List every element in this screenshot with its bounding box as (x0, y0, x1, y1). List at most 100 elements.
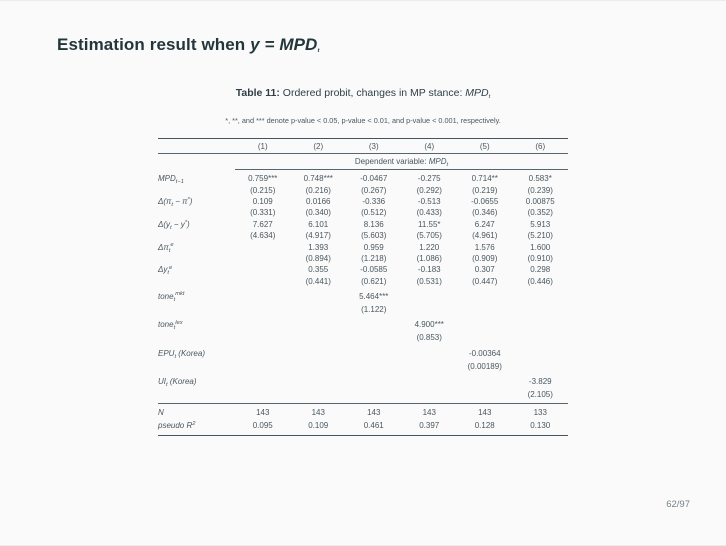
table-caption-text: Ordered probit, changes in MP stance: (279, 87, 466, 99)
statistic-value: 0.130 (530, 420, 551, 430)
statistic-row: N 143 143 143 143 143 133 (158, 406, 568, 419)
coefficient-value: 6.101 (308, 219, 329, 229)
variable-label: Δπte (158, 242, 174, 254)
coefficient-value: 1.220 (419, 242, 440, 252)
standard-error-value: (0.292) (416, 185, 442, 195)
statistic-value: 0.128 (474, 420, 495, 430)
standard-error-value: (0.00189) (467, 361, 502, 371)
coefficient-value: -0.183 (417, 265, 441, 275)
coefficient-value: -0.00364 (468, 348, 501, 358)
coefficient-value: 0.714** (471, 174, 498, 184)
standard-error-value: (4.961) (472, 231, 498, 241)
statistic-label: N (158, 407, 164, 417)
variable-label: Δ(yt − y*) (158, 219, 190, 231)
column-header-1: (1) (257, 141, 268, 151)
coefficient-row: MPDt−1 0.759*** 0.748*** -0.0467 -0.275 0.714… (158, 173, 568, 186)
standard-error-value: (4.634) (250, 231, 276, 241)
standard-error-value: (5.603) (361, 231, 387, 241)
standard-error-value: (0.239) (527, 185, 553, 195)
standard-error-value: (0.216) (305, 185, 331, 195)
standard-error-value: (2.105) (527, 390, 553, 400)
standard-error-value: (4.917) (305, 231, 331, 241)
table-stats: N 143 143 143 143 143 133 pseudo R2 0.095 0.109 0.… (158, 402, 568, 435)
coefficient-value: 0.109 (252, 196, 273, 206)
variable-label: tonetmkt (158, 291, 185, 303)
variable-label: MPDt−1 (158, 174, 185, 186)
dependent-variable-text: Dependent variable: (354, 157, 429, 166)
standard-error-value: (0.512) (361, 208, 387, 218)
standard-error-value: (0.433) (416, 208, 442, 218)
standard-error-value: (0.621) (361, 276, 387, 286)
standard-error-row: (2.105) (158, 388, 568, 401)
standard-error-value: (0.219) (472, 185, 498, 195)
coefficient-value: 1.576 (474, 242, 495, 252)
coefficient-value: 0.583* (528, 174, 552, 184)
dependent-variable-math: MPDt (428, 157, 449, 169)
statistic-row: pseudo R2 0.095 0.109 0.461 0.397 0.128 0.130 (158, 419, 568, 432)
dependent-variable-rule (235, 169, 568, 170)
coefficient-value: 0.0166 (306, 196, 331, 206)
variable-label: Δ(πt − π*) (158, 196, 193, 208)
table-caption-label: Table 11: (235, 87, 280, 99)
variable-label: tonetlex (158, 319, 183, 332)
standard-error-value: (1.086) (416, 253, 442, 263)
standard-error-value: (1.122) (361, 304, 387, 314)
coefficient-value: -3.829 (528, 377, 552, 387)
statistic-value: 143 (478, 407, 492, 417)
coefficient-row: EPUt (Korea) -0.00364 (158, 346, 568, 360)
coefficient-value: 0.298 (530, 265, 551, 275)
coefficient-value: -0.0585 (360, 265, 388, 275)
coefficient-row: Δπte 1.393 0.959 1.220 1.576 1.600 (158, 241, 568, 254)
standard-error-value: (0.894) (305, 253, 331, 263)
table-top-rule (158, 138, 568, 139)
regression-table: (1) (2) (3) (4) (5) (6) Dependent variab… (158, 138, 568, 436)
slide-title-text: Estimation result when (57, 35, 251, 54)
coefficient-value: 5.913 (530, 219, 551, 229)
coefficient-value: -0.0655 (471, 196, 499, 206)
header-rule (158, 153, 568, 154)
statistic-value: 143 (311, 407, 325, 417)
standard-error-row: (1.122) (158, 303, 568, 316)
standard-error-value: (5.210) (527, 231, 553, 241)
standard-error-value: (0.446) (527, 276, 553, 286)
table-body: MPDt−1 0.759*** 0.748*** -0.0467 -0.275 0.714… (158, 170, 568, 401)
statistic-value: 143 (367, 407, 381, 417)
coefficient-value: 0.759*** (248, 174, 278, 184)
statistic-value: 0.095 (252, 420, 273, 430)
coefficient-value: 0.307 (474, 265, 495, 275)
coefficient-value: 0.748*** (303, 174, 333, 184)
statistic-value: 0.461 (363, 420, 384, 430)
coefficient-value: 7.627 (252, 219, 273, 229)
standard-error-value: (0.853) (416, 333, 442, 343)
variable-label: Δyte (158, 265, 173, 277)
standard-error-row: (4.634) (4.917) (5.603) (5.705) (4.961) (5.21… (158, 230, 568, 241)
coefficient-value: -0.0467 (360, 174, 388, 184)
coefficient-value: 1.600 (530, 242, 551, 252)
statistic-value: 133 (533, 407, 547, 417)
standard-error-value: (0.352) (527, 208, 553, 218)
standard-error-value: (0.909) (472, 253, 498, 263)
slide-title: Estimation result when y = MPDt (57, 35, 319, 55)
coefficient-value: 1.393 (308, 242, 329, 252)
dependent-variable-header: Dependent variable: MPDt (235, 157, 568, 169)
statistic-value: 0.397 (419, 420, 440, 430)
standard-error-value: (0.531) (416, 276, 442, 286)
coefficient-row: tonetmkt 5.464*** (158, 289, 568, 303)
statistic-label: pseudo R2 (158, 420, 196, 430)
dependent-variable-row: Dependent variable: MPDt (158, 154, 568, 169)
coefficient-value: 0.00875 (525, 196, 555, 206)
statistic-value: 143 (422, 407, 436, 417)
standard-error-value: (0.267) (361, 185, 387, 195)
standard-error-row: (0.441) (0.621) (0.531) (0.447) (0.446) (158, 276, 568, 287)
coefficient-value: -0.336 (362, 196, 386, 206)
table-caption-math: MPDt (465, 87, 491, 101)
slide-title-math: y = MPDt (250, 35, 320, 55)
coefficient-row: Δ(πt − π*) 0.109 0.0166 -0.336 -0.513 -0.0655… (158, 196, 568, 208)
coefficient-value: -0.275 (417, 174, 441, 184)
standard-error-value: (0.340) (305, 208, 331, 218)
standard-error-row: (0.00189) (158, 360, 568, 373)
coefficient-value: 0.355 (308, 265, 329, 275)
column-header-5: (5) (479, 141, 490, 151)
coefficient-value: 8.136 (363, 219, 384, 229)
